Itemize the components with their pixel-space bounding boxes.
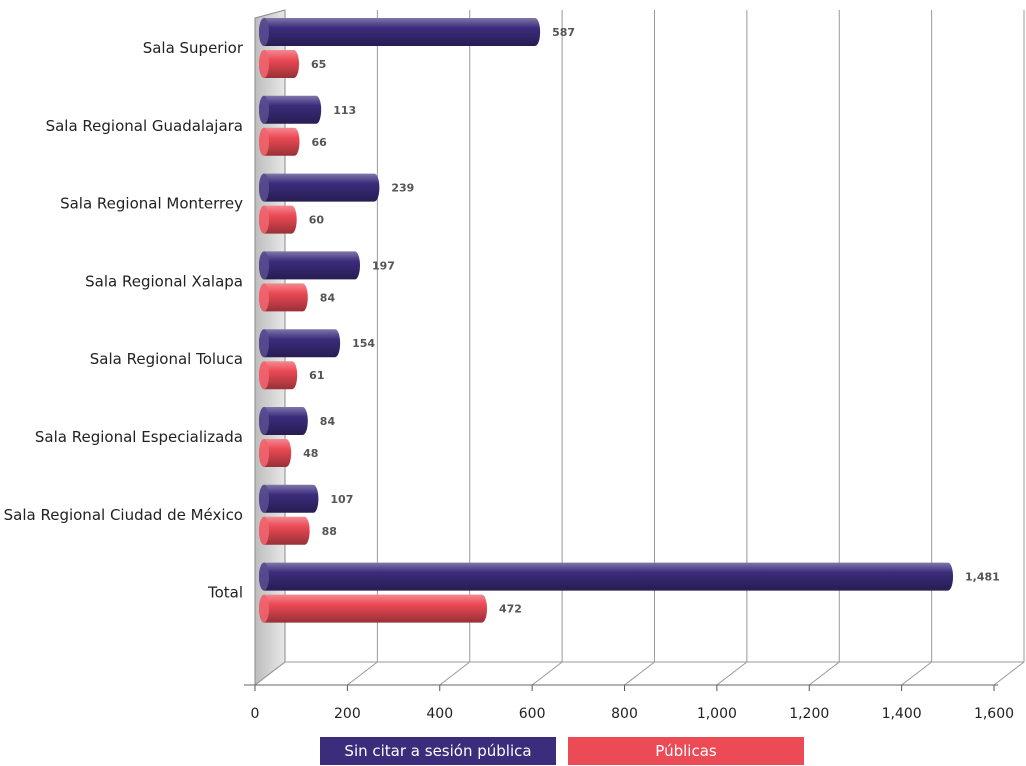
value-label-publicas-sala-regional-guadalajara: 66 [311, 136, 327, 149]
bar-sin-citar-a-sesion-publica-sala-superior [259, 18, 541, 46]
value-label-sin-citar-a-sesion-publica-sala-regional-toluca: 154 [352, 337, 375, 350]
value-label-sin-citar-a-sesion-publica-sala-superior: 587 [552, 26, 575, 39]
bar-cap [259, 361, 269, 390]
bar-body [259, 407, 308, 436]
x-tick-label: 600 [519, 706, 546, 722]
bar-body [259, 205, 297, 234]
value-label-publicas-sala-regional-xalapa: 84 [320, 291, 336, 304]
bar-cap [259, 18, 269, 46]
value-label-sin-citar-a-sesion-publica-total: 1,481 [965, 571, 1000, 584]
bar-cap [259, 127, 269, 156]
value-label-sin-citar-a-sesion-publica-sala-regional-especializada: 84 [320, 415, 336, 428]
floor-gridline [993, 661, 1025, 686]
value-label-publicas-sala-regional-especializada: 48 [303, 447, 318, 460]
category-label-sala-regional-xalapa: Sala Regional Xalapa [85, 272, 243, 290]
floor-gridline [347, 661, 378, 686]
bar-cap [259, 562, 269, 591]
x-tick-label: 200 [334, 706, 361, 722]
x-tick-label: 0 [251, 706, 260, 722]
bar-publicas-sala-regional-toluca [259, 361, 298, 390]
floor-gridline [439, 661, 471, 686]
bar-body [259, 329, 341, 358]
bar-body [259, 127, 300, 156]
x-tick-label: 800 [611, 706, 638, 722]
value-label-publicas-sala-regional-toluca: 61 [309, 369, 324, 382]
bar-body [259, 283, 308, 312]
bar-body [259, 562, 954, 591]
bar-cap [259, 484, 269, 513]
bar-publicas-sala-regional-ciudad-de-mexico [259, 516, 310, 545]
bar-body [259, 594, 488, 623]
value-label-sin-citar-a-sesion-publica-sala-regional-monterrey: 239 [391, 182, 414, 195]
bar-publicas-sala-regional-especializada [259, 439, 292, 467]
bar-cap [259, 407, 269, 435]
bar-body [259, 95, 322, 124]
bar-publicas-total [259, 594, 488, 623]
floor-gridline [254, 661, 286, 686]
bar-cap [259, 516, 269, 545]
bar-body [259, 361, 298, 390]
x-tick-label: 1,600 [974, 706, 1014, 722]
bar-cap [259, 205, 269, 234]
bar-body [259, 516, 310, 545]
bar-cap [259, 329, 269, 358]
legend-series-1: Sin citar a sesión pública [320, 737, 556, 765]
category-label-sala-regional-toluca: Sala Regional Toluca [90, 350, 243, 368]
bar-sin-citar-a-sesion-publica-total [259, 562, 954, 591]
bar-cap [259, 95, 269, 124]
bar-sin-citar-a-sesion-publica-sala-regional-ciudad-de-mexico [259, 484, 319, 513]
value-label-publicas-sala-superior: 65 [311, 58, 326, 71]
value-label-publicas-sala-regional-monterrey: 60 [309, 214, 325, 227]
value-label-sin-citar-a-sesion-publica-sala-regional-xalapa: 197 [372, 259, 395, 272]
category-label-sala-regional-guadalajara: Sala Regional Guadalajara [46, 117, 243, 135]
value-label-sin-citar-a-sesion-publica-sala-regional-ciudad-de-mexico: 107 [330, 493, 353, 506]
x-tick-label: 1,400 [882, 706, 922, 722]
value-label-sin-citar-a-sesion-publica-sala-regional-guadalajara: 113 [333, 104, 356, 117]
bar-sin-citar-a-sesion-publica-sala-regional-especializada [259, 407, 308, 436]
bar-body [259, 251, 360, 280]
bar-cap [259, 50, 269, 78]
x-tick-label: 1,000 [697, 706, 737, 722]
category-label-total: Total [207, 584, 243, 602]
bar-body [259, 18, 541, 46]
bar-publicas-sala-regional-guadalajara [259, 127, 300, 156]
category-label-sala-regional-ciudad-de-mexico: Sala Regional Ciudad de México [4, 506, 243, 524]
value-label-publicas-sala-regional-ciudad-de-mexico: 88 [322, 525, 337, 538]
bar-publicas-sala-regional-monterrey [259, 205, 297, 234]
value-label-publicas-total: 472 [499, 603, 522, 616]
floor-gridline [531, 661, 563, 686]
floor-gridline [901, 661, 932, 686]
legend-series-2: Públicas [568, 737, 804, 765]
bar-sin-citar-a-sesion-publica-sala-regional-guadalajara [259, 95, 322, 124]
bar-cap [259, 594, 269, 623]
bar-body [259, 484, 319, 513]
bar-sin-citar-a-sesion-publica-sala-regional-xalapa [259, 251, 360, 280]
x-tick-label: 400 [426, 706, 453, 722]
bar-body [259, 173, 380, 202]
floor-gridline [624, 661, 655, 686]
category-label-sala-regional-monterrey: Sala Regional Monterrey [60, 195, 243, 213]
floor-gridline [716, 661, 748, 686]
bar-publicas-sala-regional-xalapa [259, 283, 308, 312]
bar-publicas-sala-superior [259, 50, 300, 78]
bar-sin-citar-a-sesion-publica-sala-regional-toluca [259, 329, 341, 358]
category-label-sala-superior: Sala Superior [143, 39, 244, 57]
bar-sin-citar-a-sesion-publica-sala-regional-monterrey [259, 173, 380, 202]
floor-gridline [808, 661, 840, 686]
bar-body [259, 50, 300, 78]
bar-cap [259, 173, 269, 202]
x-tick-label: 1,200 [789, 706, 829, 722]
bar-cap [259, 439, 269, 467]
bar-cap [259, 251, 269, 280]
bar-cap [259, 283, 269, 312]
category-label-sala-regional-especializada: Sala Regional Especializada [35, 428, 243, 446]
